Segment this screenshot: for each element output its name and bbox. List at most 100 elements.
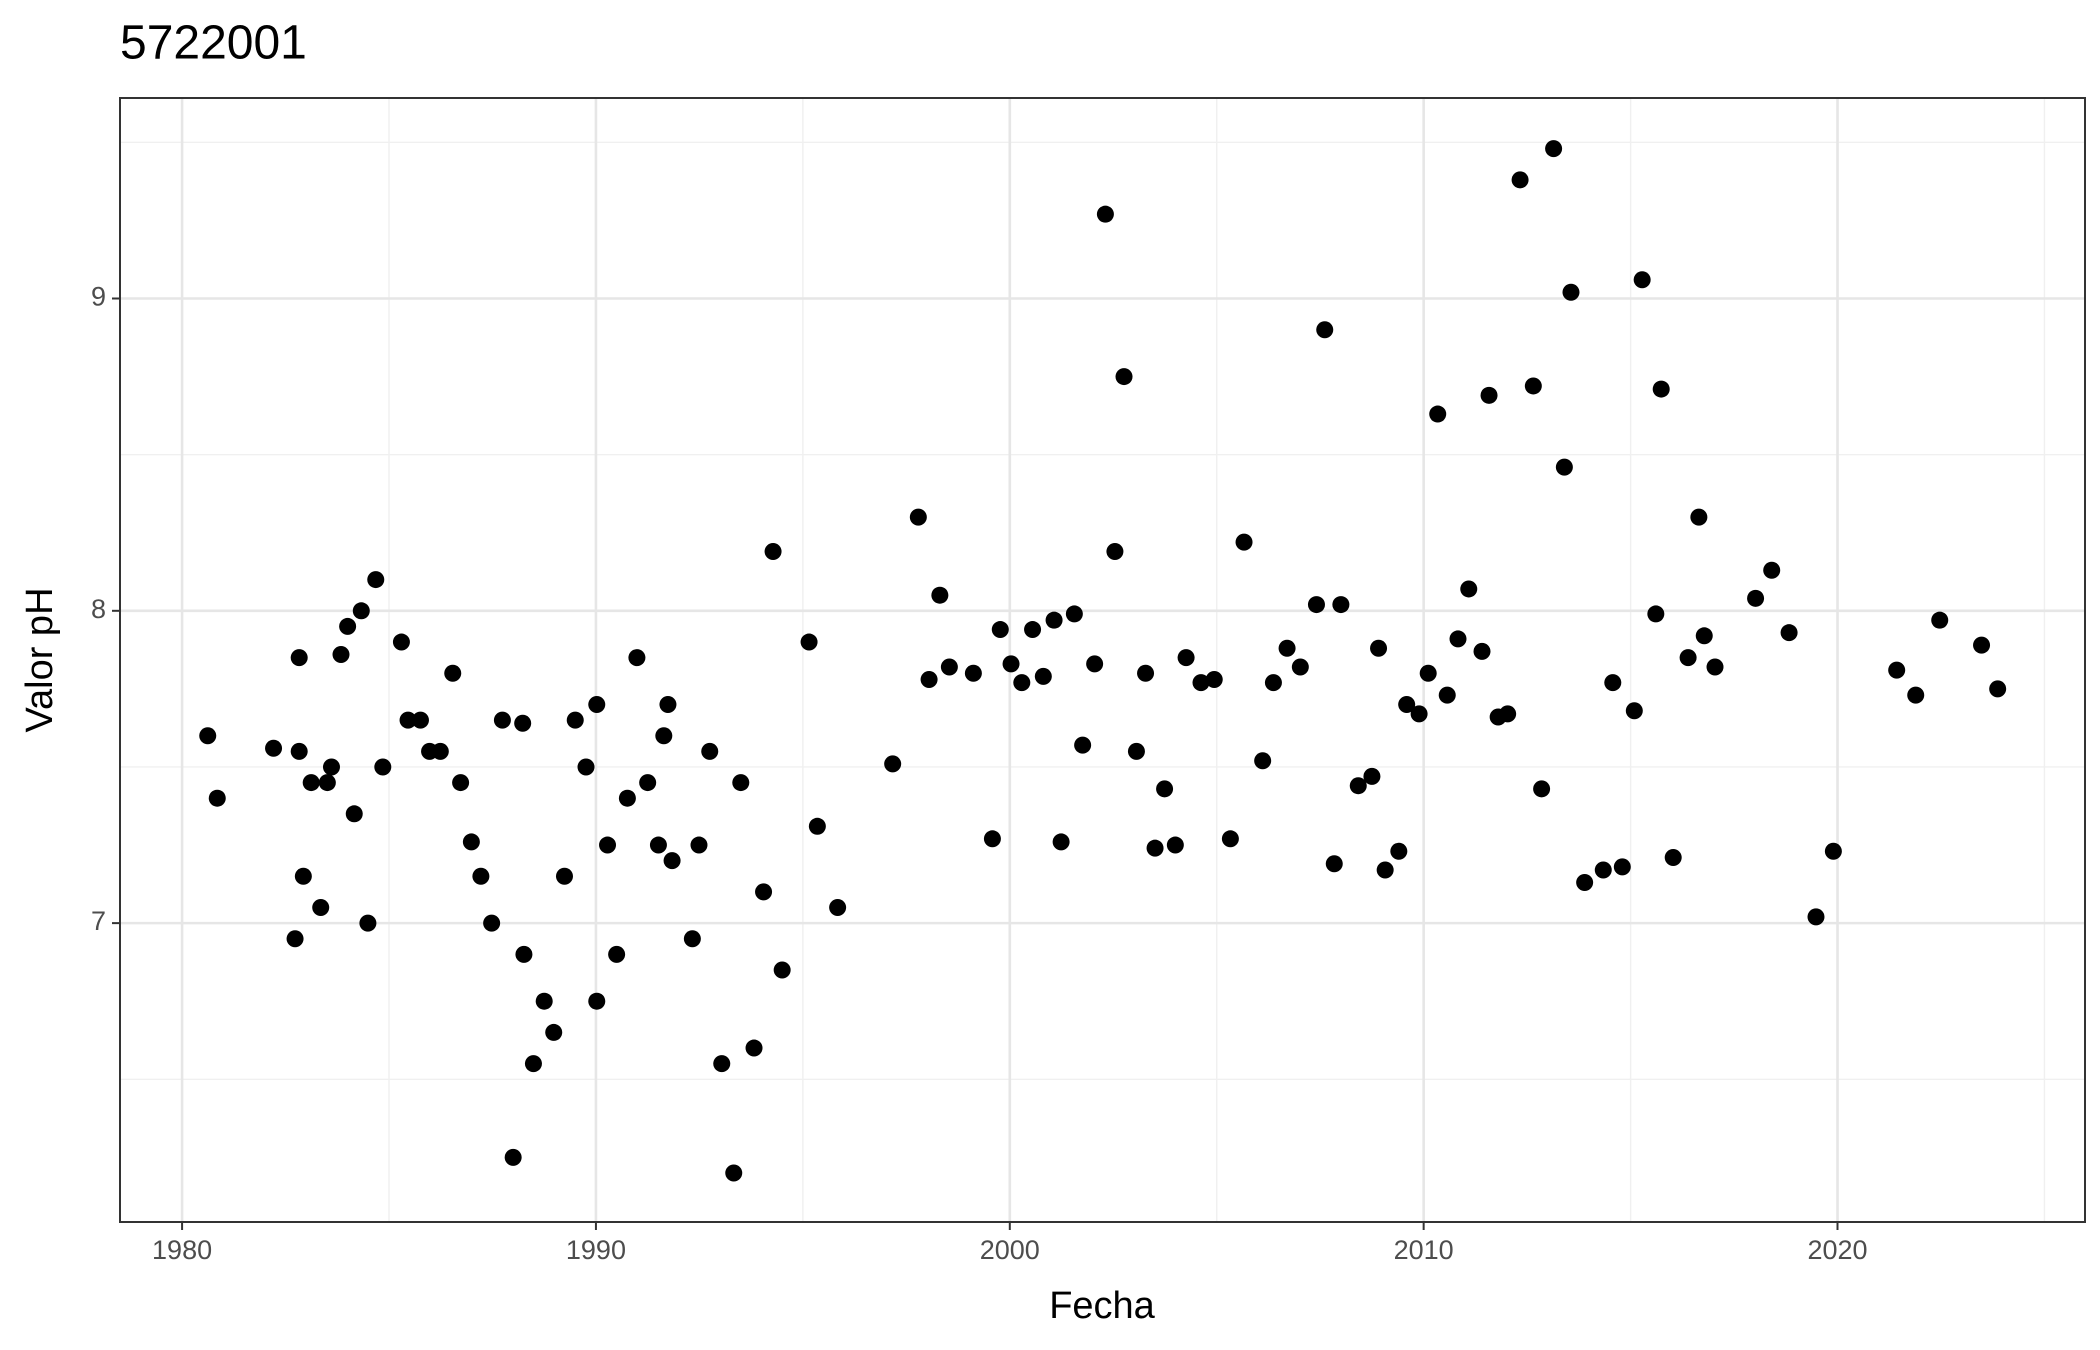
point [493, 711, 511, 729]
point [1625, 702, 1643, 720]
point [1604, 674, 1622, 692]
point [514, 714, 532, 732]
point [1690, 508, 1708, 526]
point [659, 696, 677, 714]
point [1370, 639, 1388, 657]
point [411, 711, 429, 729]
point [265, 739, 283, 757]
point [1363, 767, 1381, 785]
point [1545, 140, 1563, 158]
y-axis-title: Valor pH [19, 587, 61, 732]
point [608, 945, 626, 963]
point [732, 774, 750, 792]
point [1480, 386, 1498, 404]
point [1390, 842, 1408, 860]
point [1473, 642, 1491, 660]
point [318, 774, 336, 792]
point [1652, 380, 1670, 398]
point [1449, 630, 1467, 648]
point [1511, 171, 1529, 189]
point [690, 836, 708, 854]
point [1166, 836, 1184, 854]
point [1780, 624, 1798, 642]
point [1706, 658, 1724, 676]
point [1307, 596, 1325, 614]
point [352, 602, 370, 620]
point [1695, 627, 1713, 645]
point [639, 774, 657, 792]
point [920, 671, 938, 689]
point [1647, 605, 1665, 623]
point [1156, 780, 1174, 798]
point [1065, 605, 1083, 623]
point [294, 867, 312, 885]
point [1291, 658, 1309, 676]
y-tick-label: 7 [91, 906, 106, 936]
point [545, 1023, 563, 1041]
point [1264, 674, 1282, 692]
point [1419, 664, 1437, 682]
point [208, 789, 226, 807]
point [472, 867, 490, 885]
x-tick-label: 2000 [980, 1235, 1040, 1265]
chart-title: 5722001 [120, 17, 307, 70]
y-tick-label: 9 [91, 282, 106, 312]
x-tick-label: 2010 [1394, 1235, 1454, 1265]
point [1613, 858, 1631, 876]
point [1633, 271, 1651, 289]
point [1594, 861, 1612, 879]
point [515, 945, 533, 963]
point [1438, 686, 1456, 704]
point [535, 992, 553, 1010]
point [808, 817, 826, 835]
point [566, 711, 584, 729]
point [931, 586, 949, 604]
point [1907, 686, 1925, 704]
point [290, 742, 308, 760]
point [399, 711, 417, 729]
point [312, 899, 330, 917]
point [1024, 621, 1042, 639]
point [1235, 533, 1253, 551]
point [1888, 661, 1906, 679]
point [1177, 649, 1195, 667]
point [1127, 742, 1145, 760]
point [1106, 542, 1124, 560]
point [701, 742, 719, 760]
point [1325, 855, 1343, 873]
point [483, 914, 501, 932]
point [374, 758, 392, 776]
point [339, 617, 357, 635]
point [1192, 674, 1210, 692]
point [1763, 561, 1781, 579]
point [1254, 752, 1272, 770]
point [725, 1164, 743, 1182]
point [649, 836, 667, 854]
point [1013, 674, 1031, 692]
point [1146, 839, 1164, 857]
point [618, 789, 636, 807]
point [1096, 205, 1114, 223]
point [359, 914, 377, 932]
point [1045, 611, 1063, 629]
plot-border [119, 97, 2086, 1223]
point [322, 758, 340, 776]
point [462, 833, 480, 851]
point [524, 1055, 542, 1073]
point [1747, 589, 1765, 607]
y-tick-label: 8 [91, 594, 106, 624]
point [909, 508, 927, 526]
point [504, 1148, 522, 1166]
point [1664, 849, 1682, 867]
point [663, 852, 681, 870]
point [964, 664, 982, 682]
point [1429, 405, 1447, 423]
point [1679, 649, 1697, 667]
point [713, 1055, 731, 1073]
point [452, 774, 470, 792]
point [290, 649, 308, 667]
point [444, 664, 462, 682]
point [1332, 596, 1350, 614]
point [1398, 696, 1416, 714]
